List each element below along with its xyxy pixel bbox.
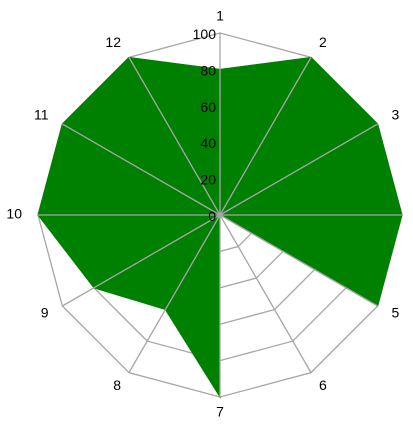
spoke-2 (219, 57, 312, 216)
radial-tick-labels: 0 20 40 60 80 100 (193, 26, 217, 224)
category-labels: 123456789101112 (6, 8, 399, 420)
category-label-7: 7 (216, 404, 224, 420)
spoke-8 (128, 214, 221, 373)
category-label-2: 2 (319, 34, 327, 50)
category-label-6: 6 (319, 377, 327, 393)
category-label-3: 3 (391, 107, 399, 123)
category-label-1: 1 (216, 8, 224, 24)
tick-label-40: 40 (200, 135, 216, 151)
category-label-11: 11 (34, 107, 49, 123)
spoke-9 (62, 214, 221, 307)
tick-label-100: 100 (193, 26, 217, 42)
spoke-5 (219, 214, 378, 307)
tick-label-20: 20 (200, 172, 216, 188)
category-label-9: 9 (41, 305, 49, 321)
category-label-8: 8 (113, 377, 121, 393)
spoke-3 (219, 123, 378, 216)
radar-spokes (38, 33, 402, 397)
spoke-12 (128, 57, 221, 216)
tick-label-80: 80 (200, 62, 216, 78)
tick-label-60: 60 (200, 99, 216, 115)
spoke-11 (62, 123, 221, 216)
tick-label-0: 0 (208, 208, 216, 224)
category-label-12: 12 (105, 34, 121, 50)
category-label-10: 10 (6, 206, 22, 222)
category-label-5: 5 (391, 305, 399, 321)
spoke-6 (219, 214, 312, 373)
